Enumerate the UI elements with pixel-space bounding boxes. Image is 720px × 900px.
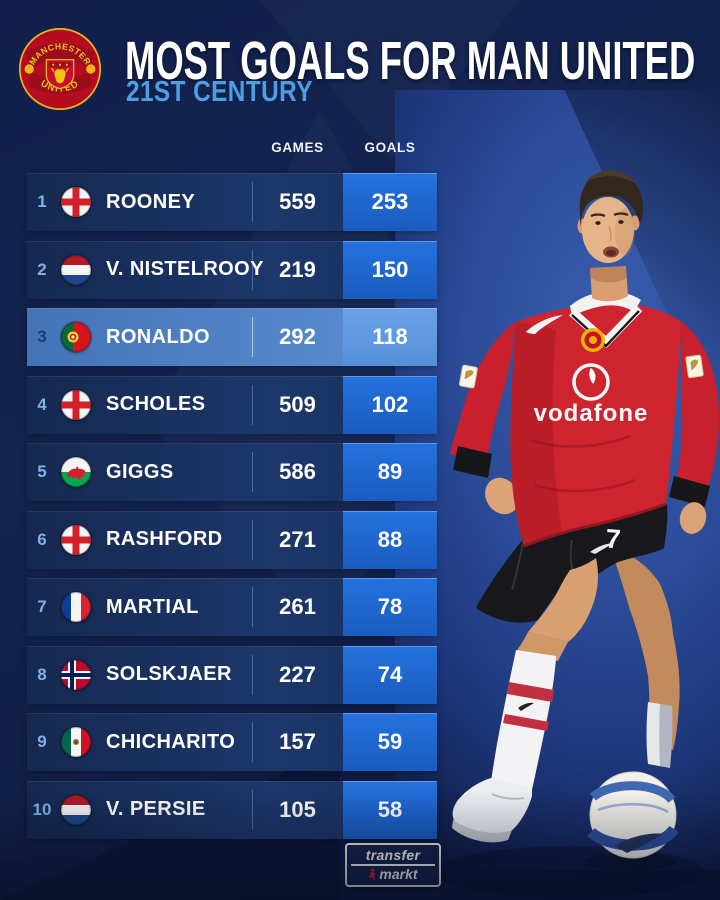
goals-column-header: GOALS: [364, 140, 416, 155]
games-value: 271: [279, 526, 316, 552]
rank-label: 6: [37, 529, 47, 549]
column-divider: [252, 317, 253, 357]
table-row: 9 CHICHARITO 157 59: [27, 713, 437, 771]
league-patch-icon: [685, 354, 704, 379]
page-title: MOST GOALS FOR MAN UNITED: [125, 31, 696, 92]
rank-label: 7: [37, 597, 47, 616]
league-patch-icon: [459, 364, 478, 389]
table-row: 3 RONALDO 292 118: [27, 308, 437, 366]
stats-table: 1 ROONEY 559 253 2 V. NISTELROOY 219 150…: [27, 173, 437, 839]
player-name: RASHFORD: [106, 528, 223, 550]
shorts-number-text: 7: [605, 524, 622, 555]
wales-flag-icon: [61, 457, 91, 487]
player-name: SOLSKJAER: [106, 663, 232, 685]
column-divider: [252, 452, 253, 492]
table-header: GAMES GOALS: [27, 140, 437, 166]
games-value: 157: [279, 729, 316, 754]
goals-value: 74: [343, 645, 437, 704]
table-row: 5 GIGGS 586 89: [27, 443, 437, 501]
england-flag-icon: [61, 187, 91, 217]
games-value: 586: [279, 459, 316, 484]
england-flag-icon: [61, 524, 91, 555]
mexico-flag-icon: [61, 727, 91, 757]
rank-label: 9: [37, 732, 47, 751]
games-column-header: GAMES: [271, 140, 324, 155]
goals-value: 78: [343, 578, 437, 636]
games-value: 292: [279, 324, 316, 349]
player-name: RONALDO: [106, 325, 210, 348]
rank-label: 2: [37, 259, 47, 279]
rank-label: 1: [37, 192, 47, 211]
bottom-vignette: [0, 790, 720, 900]
rank-label: 3: [37, 327, 47, 346]
games-value: 559: [279, 189, 316, 214]
player-name: MARTIAL: [106, 595, 199, 618]
player-name: V. NISTELROOY: [106, 258, 264, 280]
column-divider: [252, 519, 253, 560]
goals-value: 59: [343, 713, 437, 771]
rank-label: 8: [37, 664, 47, 684]
column-divider: [252, 182, 253, 222]
games-value: 261: [279, 594, 316, 619]
games-value: 509: [279, 391, 316, 417]
column-divider: [252, 249, 253, 290]
table-row: 7 MARTIAL 261 78: [27, 578, 437, 636]
column-divider: [252, 587, 253, 627]
rank-label: 4: [37, 394, 47, 414]
vodafone-logo-icon: [572, 363, 610, 401]
france-flag-icon: [61, 592, 91, 622]
games-value: 219: [279, 256, 316, 282]
shirt-sponsor-text: vodafone: [534, 400, 649, 427]
goals-value: 118: [343, 308, 437, 366]
goals-value: 253: [343, 173, 437, 231]
norway-flag-icon: [61, 659, 91, 690]
table-row: 8 SOLSKJAER 227 74: [27, 645, 437, 704]
player-name: CHICHARITO: [106, 730, 236, 753]
goals-value: 89: [343, 443, 437, 501]
player-name: ROONEY: [106, 190, 196, 213]
page-subtitle: 21ST CENTURY: [126, 76, 313, 108]
player-photo: vodafone 7: [435, 170, 719, 898]
england-flag-icon: [61, 389, 91, 420]
united-crest-shirt-icon: [581, 328, 605, 352]
goals-value: 150: [343, 240, 437, 299]
table-row: 4 SCHOLES 509 102: [27, 375, 437, 434]
goals-value: 102: [343, 375, 437, 434]
table-row: 6 RASHFORD 271 88: [27, 510, 437, 569]
games-value: 227: [279, 661, 316, 687]
portugal-flag-icon: [61, 322, 91, 352]
table-row: 2 V. NISTELROOY 219 150: [27, 240, 437, 299]
rank-label: 5: [37, 462, 47, 481]
column-divider: [252, 384, 253, 425]
player-name: SCHOLES: [106, 393, 206, 415]
club-crest-icon: MANCHESTER UNITED: [18, 27, 102, 111]
table-row: 1 ROONEY 559 253: [27, 173, 437, 231]
netherlands-flag-icon: [61, 254, 91, 285]
player-name: GIGGS: [106, 460, 174, 483]
column-divider: [252, 722, 253, 762]
column-divider: [252, 654, 253, 695]
goals-value: 88: [343, 510, 437, 569]
